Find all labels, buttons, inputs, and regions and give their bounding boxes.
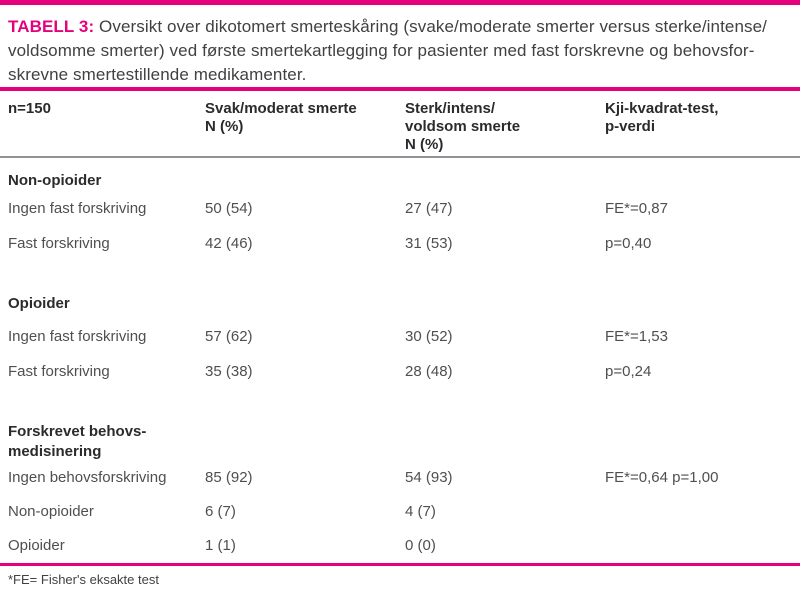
caption-rule xyxy=(0,87,800,91)
value-strong-intense: 0 (0) xyxy=(405,537,436,554)
value-strong-intense: 30 (52) xyxy=(405,328,453,345)
value-test: p=0,40 xyxy=(605,235,652,252)
row-label: Ingen fast forskriving xyxy=(8,200,147,217)
table-row: Opioider 1 (1) 0 (0) xyxy=(0,537,800,554)
header-weak-moderate: Svak/moderat smerte N (%) xyxy=(205,100,357,135)
section-header-non-opioider: Non-opioider xyxy=(0,171,800,191)
row-label: Opioider xyxy=(8,537,65,554)
value-test: FE*=0,87 xyxy=(605,200,668,217)
section-title: Opioider xyxy=(8,295,70,312)
value-weak-moderate: 35 (38) xyxy=(205,363,253,380)
value-test: FE*=1,53 xyxy=(605,328,668,345)
table-footnote: *FE= Fisher's eksakte test xyxy=(8,572,159,587)
value-strong-intense: 27 (47) xyxy=(405,200,453,217)
header-strong-intense: Sterk/intens/ voldsom smerte N (%) xyxy=(405,100,521,153)
table-row: Fast forskriving 35 (38) 28 (48) p=0,24 xyxy=(0,363,800,380)
value-weak-moderate: 57 (62) xyxy=(205,328,253,345)
table-row: Ingen fast forskriving 57 (62) 30 (52) F… xyxy=(0,328,800,345)
section-title: Forskrevet behovs- medisinering xyxy=(8,423,147,460)
row-label: Non-opioider xyxy=(8,503,94,520)
table-row: Fast forskriving 42 (46) 31 (53) p=0,40 xyxy=(0,235,800,252)
value-test xyxy=(605,503,792,520)
table-caption: TABELL 3: Oversikt over dikotomert smert… xyxy=(0,5,800,87)
table-caption-label: TABELL 3: xyxy=(8,17,95,36)
row-label: Fast forskriving xyxy=(8,363,110,380)
row-label: Fast forskriving xyxy=(8,235,110,252)
row-label: Ingen behovsforskriving xyxy=(8,469,167,486)
table-header-row: n=150 Svak/moderat smerte N (%) Sterk/in… xyxy=(0,91,800,156)
value-weak-moderate: 85 (92) xyxy=(205,469,253,486)
value-weak-moderate: 6 (7) xyxy=(205,503,236,520)
section-title: Non-opioider xyxy=(8,172,102,189)
header-rule xyxy=(0,156,800,158)
row-label: Ingen fast forskriving xyxy=(8,328,147,345)
bottom-rule xyxy=(0,563,800,566)
table-caption-text: Oversikt over dikotomert smerteskåring (… xyxy=(8,17,767,84)
value-test: FE*=0,64 p=1,00 xyxy=(605,469,719,486)
value-weak-moderate: 50 (54) xyxy=(205,200,253,217)
table-row: Non-opioider 6 (7) 4 (7) xyxy=(0,503,800,520)
section-header-behovsmedisinering: Forskrevet behovs- medisinering xyxy=(0,422,800,462)
table-row: Ingen behovsforskriving 85 (92) 54 (93) … xyxy=(0,469,800,486)
value-strong-intense: 4 (7) xyxy=(405,503,436,520)
header-n: n=150 xyxy=(8,100,51,117)
top-rule xyxy=(0,0,800,5)
value-weak-moderate: 42 (46) xyxy=(205,235,253,252)
table-row: Ingen fast forskriving 50 (54) 27 (47) F… xyxy=(0,200,800,217)
section-header-opioider: Opioider xyxy=(0,294,800,314)
header-chi-square: Kji-kvadrat-test, p-verdi xyxy=(605,100,719,135)
value-weak-moderate: 1 (1) xyxy=(205,537,236,554)
value-strong-intense: 31 (53) xyxy=(405,235,453,252)
value-test: p=0,24 xyxy=(605,363,652,380)
value-strong-intense: 54 (93) xyxy=(405,469,453,486)
value-strong-intense: 28 (48) xyxy=(405,363,453,380)
value-test xyxy=(605,537,792,554)
